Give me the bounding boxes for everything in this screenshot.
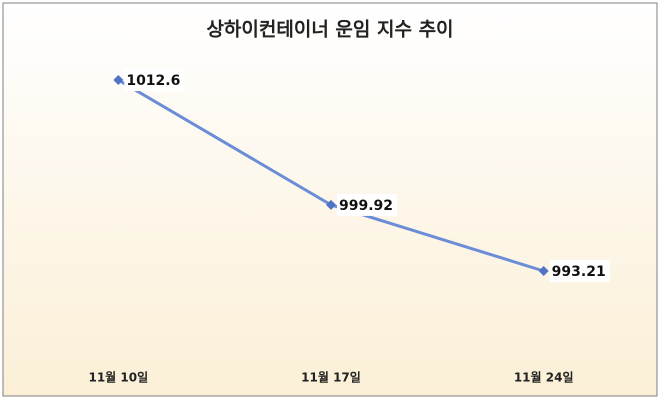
x-tick-label: 11월 24일 <box>514 370 574 385</box>
value-label: 1012.6 <box>126 73 180 89</box>
value-label: 999.92 <box>339 198 393 214</box>
chart-frame <box>2 2 658 397</box>
value-label-bg <box>124 69 185 91</box>
x-tick-label: 11월 10일 <box>88 370 148 385</box>
x-tick-label: 11월 17일 <box>301 370 361 385</box>
marker <box>538 266 549 276</box>
marker <box>326 199 336 210</box>
value-label-bg <box>337 193 398 216</box>
chart-title: 상하이컨테이너 운임 지수 추이 <box>206 19 453 41</box>
marker <box>113 75 124 85</box>
value-label-bg <box>549 260 610 282</box>
value-label: 993.21 <box>552 264 606 280</box>
